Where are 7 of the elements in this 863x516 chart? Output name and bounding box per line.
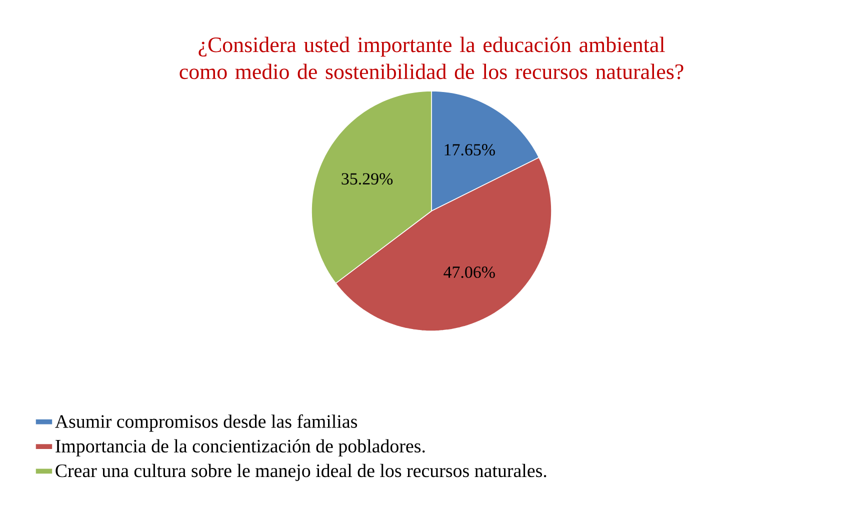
legend-label: Asumir compromisos desde las familias <box>55 414 358 432</box>
data-label: 35.29% <box>342 173 393 185</box>
chart-title: ¿Considera usted importante la educación ambiental como medio de sostenibilidad de los recursos naturales? <box>180 36 684 80</box>
legend-label: Crear una cultura sobre le manejo ideal de los recursos naturales. <box>56 464 546 481</box>
data-label: 47.06% <box>444 266 495 278</box>
data-label: 17.65% <box>444 144 495 156</box>
legend-label: Importancia de la concientización de pobladores. <box>56 439 425 456</box>
